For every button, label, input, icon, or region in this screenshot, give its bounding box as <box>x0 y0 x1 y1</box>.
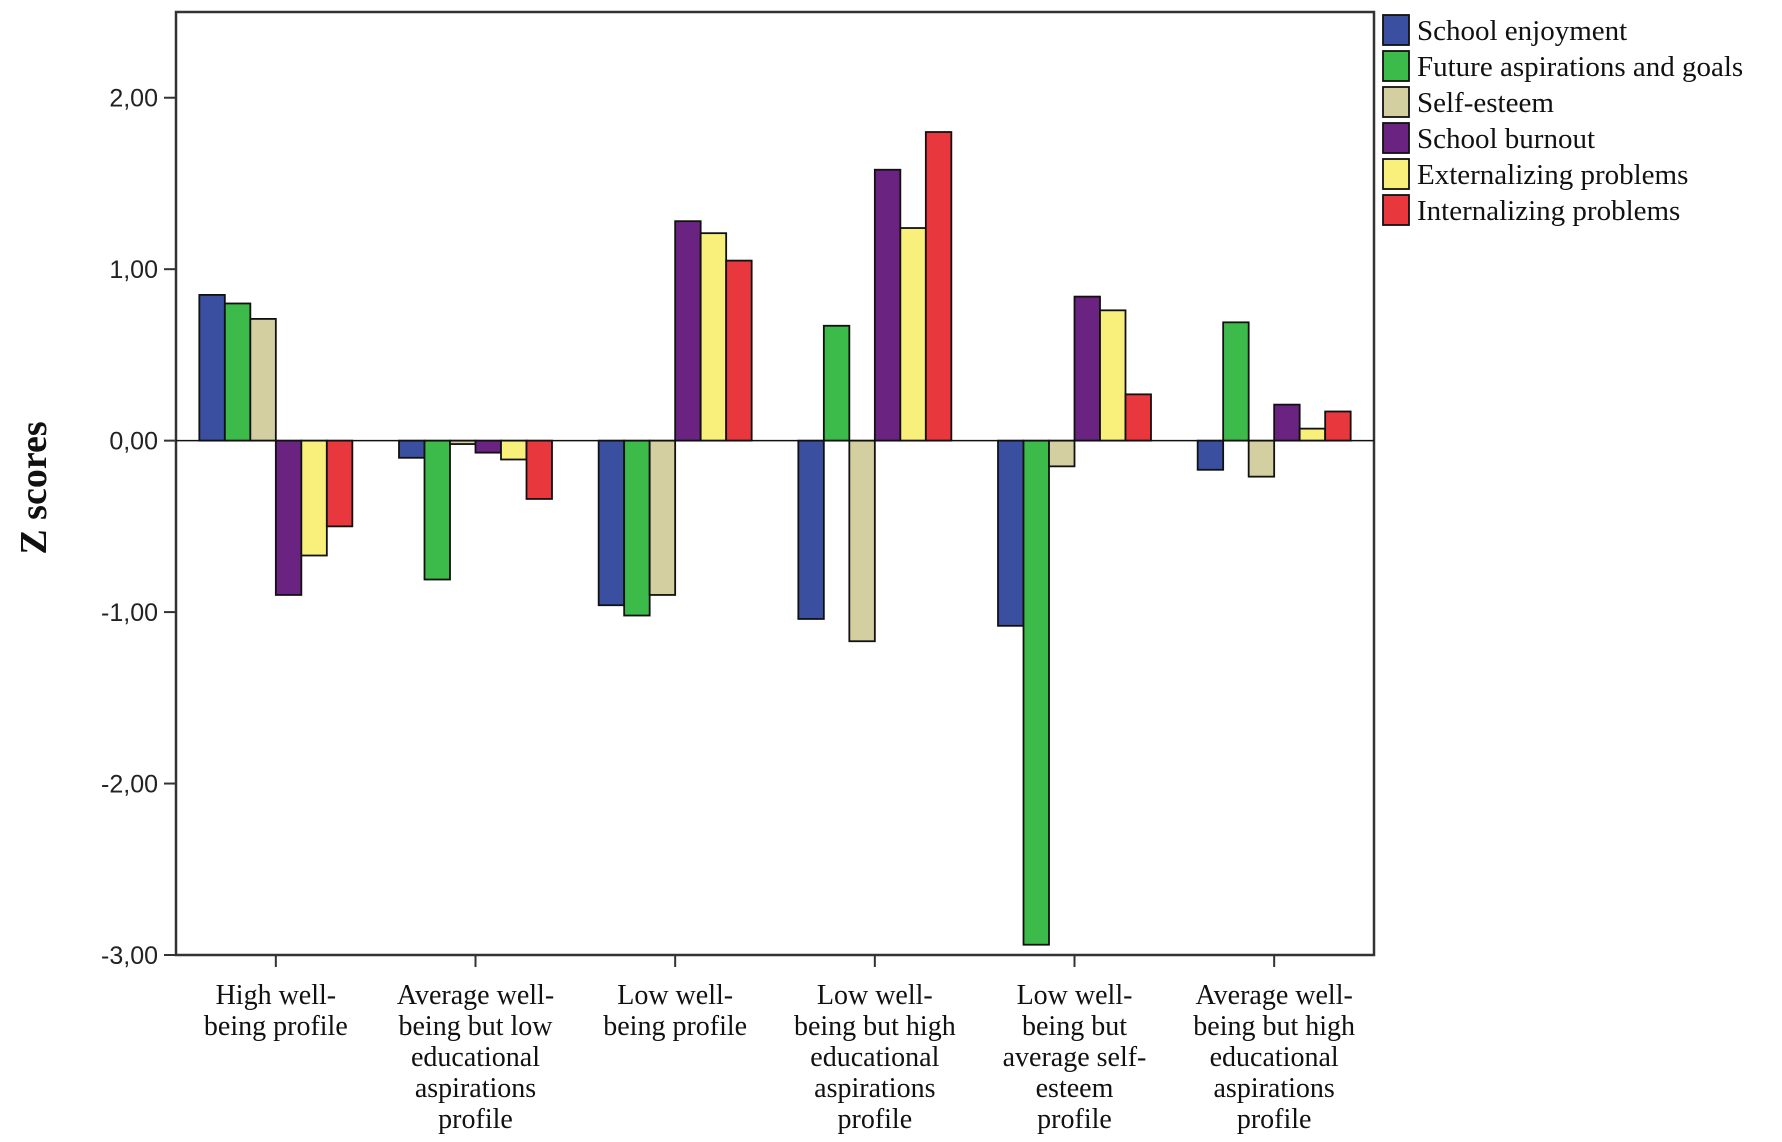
bar <box>1124 393 1152 442</box>
bar <box>822 324 851 442</box>
bar <box>525 439 553 500</box>
legend-label: Future aspirations and goals <box>1417 51 1743 83</box>
x-category-label: Low well-being but high educational aspira… <box>794 980 956 1135</box>
bar <box>423 439 451 581</box>
legend-label: Internalizing problems <box>1417 195 1680 227</box>
bar <box>1273 403 1301 442</box>
bar <box>223 302 252 442</box>
bar <box>274 439 303 596</box>
bar <box>674 220 702 442</box>
y-tick-label: 1,00 <box>109 256 158 284</box>
bar <box>325 439 354 528</box>
y-tick-label: -3,00 <box>101 942 158 970</box>
y-axis-title: Z scores <box>13 421 55 554</box>
legend-swatch <box>1382 50 1410 82</box>
bar <box>198 293 226 442</box>
legend-swatch <box>1382 194 1410 226</box>
legend-label: Externalizing problems <box>1417 159 1688 191</box>
bar <box>848 439 876 643</box>
bar <box>1073 295 1101 442</box>
bar <box>997 439 1025 627</box>
bar <box>873 168 902 442</box>
legend-label: Self-esteem <box>1417 87 1554 119</box>
bar <box>924 131 953 442</box>
bar <box>1247 439 1276 478</box>
bar <box>699 232 728 442</box>
x-category-label: Low well-being but average self-esteem pro… <box>1003 980 1147 1135</box>
bar <box>899 227 927 442</box>
bar <box>300 439 328 557</box>
y-tick-label: 2,00 <box>109 85 158 113</box>
bar <box>597 439 626 607</box>
bar <box>648 439 677 596</box>
bar <box>1048 439 1076 468</box>
bar <box>474 439 502 454</box>
bar <box>398 439 426 459</box>
y-tick-label: -1,00 <box>101 599 158 627</box>
bar <box>623 439 651 617</box>
y-tick-label: 0,00 <box>109 428 158 456</box>
legend-swatch <box>1382 14 1410 46</box>
legend-swatch <box>1382 122 1410 154</box>
bar <box>1222 321 1250 442</box>
x-category-label: High well-being profile <box>204 980 348 1042</box>
legend-swatch <box>1382 86 1410 118</box>
bar <box>1022 439 1050 946</box>
bar <box>249 318 277 442</box>
legend-label: School burnout <box>1417 123 1595 155</box>
plot-frame <box>174 10 1376 957</box>
bar <box>1196 439 1225 471</box>
bar <box>725 259 753 442</box>
bar <box>1324 410 1352 442</box>
bar <box>1099 309 1127 442</box>
legend-swatch <box>1382 158 1410 190</box>
bar <box>797 439 825 620</box>
y-tick-label: -2,00 <box>101 771 158 799</box>
legend-label: School enjoyment <box>1417 15 1627 47</box>
x-category-label: Average well-being but low educational asp… <box>397 980 554 1135</box>
bar <box>500 439 528 461</box>
x-category-label: Low well-being profile <box>603 980 747 1042</box>
x-category-label: Average well-being but high educational as… <box>1193 980 1355 1135</box>
bar <box>1298 427 1327 442</box>
